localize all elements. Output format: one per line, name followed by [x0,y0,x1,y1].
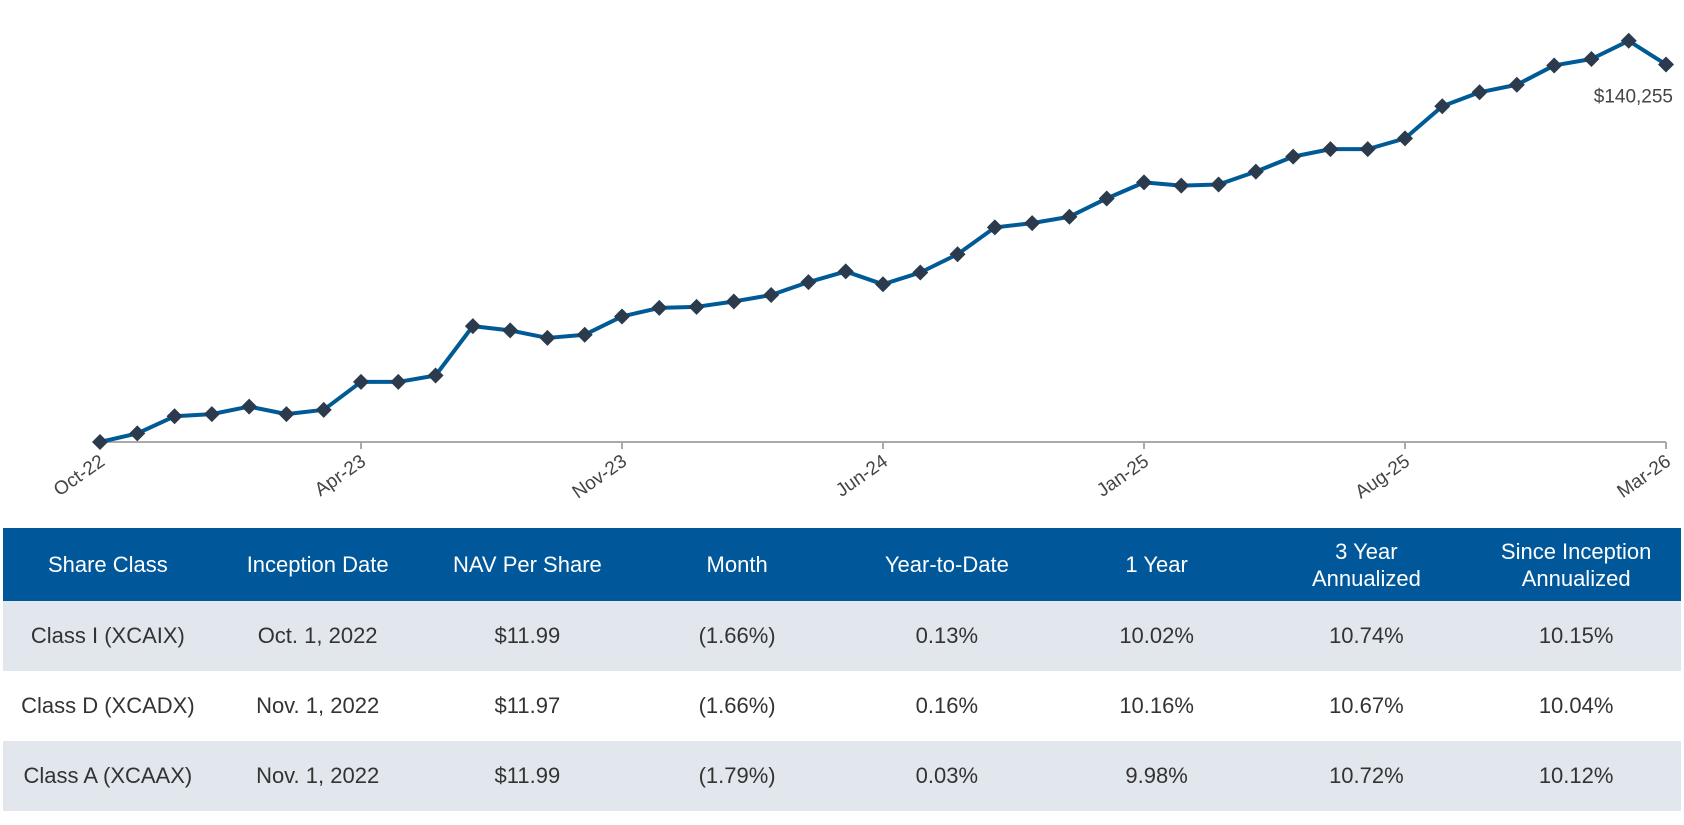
performance-table: Share Class Inception Date NAV Per Share Mo… [3,528,1681,811]
table-cell: Nov. 1, 2022 [212,741,423,811]
column-header: 1 Year [1051,528,1262,601]
table-row: Class I (XCAIX) Oct. 1, 2022 $11.99 (1.66%)… [3,601,1681,671]
table-cell: 10.67% [1329,693,1404,718]
marker [353,373,369,390]
marker [651,299,668,316]
x-tick-label: Jun-24 [832,451,892,502]
marker [129,425,146,442]
chart: Oct-22 Apr-23 Nov-23 Jun-24 Jan-25 Aug-25 Mar-… [50,32,1675,503]
marker [1397,130,1413,147]
table-cell: Class D (XCADX) [21,693,195,718]
table-cell: (1.79%) [632,741,842,811]
marker [1434,98,1451,115]
column-header: Year-to-Date [842,528,1052,601]
marker [92,434,108,450]
table-cell: 10.02% [1051,601,1262,671]
value-label: $140,255 [1594,86,1673,107]
x-tick-label: Mar-26 [1614,451,1675,503]
marker [912,264,929,281]
x-tick-label: Apr-23 [311,451,370,501]
marker [1136,174,1152,191]
marker [1098,190,1115,207]
table-cell: $11.99 [422,741,633,811]
marker [875,276,891,293]
column-header: NAV Per Share [422,528,633,601]
marker [1658,56,1674,73]
table-cell: Class A (XCAAX) [3,741,213,811]
marker [949,246,966,263]
marker [1620,32,1637,49]
table-cell: 0.13% [842,601,1052,671]
table-cell: 10.15% [1471,601,1681,671]
marker [800,274,817,291]
marker [278,406,295,423]
marker [1247,163,1264,180]
marker [203,406,220,423]
x-tick-label: Jan-25 [1093,451,1153,502]
marker [241,398,258,415]
x-tick-label: Oct-22 [50,451,109,501]
marker [763,287,780,304]
marker [539,329,556,346]
column-header: Since Inception Annualized [1471,528,1681,601]
table-cell: $11.99 [422,601,633,671]
table-cell: Class I (XCAIX) [3,601,213,671]
column-header: 3 Year Annualized [1261,528,1472,601]
table-row: Class A (XCAAX) Nov. 1, 2022 $11.99 (1.79%)… [3,741,1681,811]
table-cell: Nov. 1, 2022 [256,693,380,718]
marker [1173,177,1190,194]
marker [502,322,519,339]
marker [1285,148,1302,165]
marker [1322,141,1339,158]
marker [614,308,630,325]
marker [837,263,854,280]
table-cell: 0.03% [842,741,1052,811]
table-cell: 10.74% [1261,601,1472,671]
table-cell: (1.66%) [632,601,842,671]
marker [725,293,742,310]
table-cell: Oct. 1, 2022 [212,601,423,671]
marker [1471,84,1488,101]
table-cell: 0.16% [915,693,979,718]
x-tick-label: Nov-23 [569,451,631,503]
column-header: Inception Date [212,528,423,601]
table-cell: 10.04% [1538,693,1614,718]
table-cell: (1.66%) [698,693,776,718]
x-tick-label: Aug-25 [1352,451,1414,503]
marker [390,373,407,390]
table-row: Class D (XCADX) Nov. 1, 2022 $11.97 (1.66%)… [3,671,1681,741]
marker [166,408,183,425]
table-cell: 10.12% [1471,741,1681,811]
table-cell: 10.16% [1119,693,1194,718]
column-header: Share Class [3,528,213,601]
table-cell: 10.72% [1261,741,1472,811]
marker [1583,51,1600,68]
marker [427,367,444,384]
marker [986,219,1003,236]
marker [1061,208,1078,225]
marker [688,298,705,315]
marker [1546,57,1563,74]
table-cell: $11.97 [494,693,561,718]
table-cell: 9.98% [1051,741,1262,811]
marker [1359,141,1376,158]
marker [315,401,332,418]
line [99,38,1668,444]
marker [1024,215,1041,232]
column-header: Month [632,528,842,601]
marker [1508,76,1525,93]
marker [464,318,481,335]
marker [576,326,593,343]
marker [1210,176,1227,193]
